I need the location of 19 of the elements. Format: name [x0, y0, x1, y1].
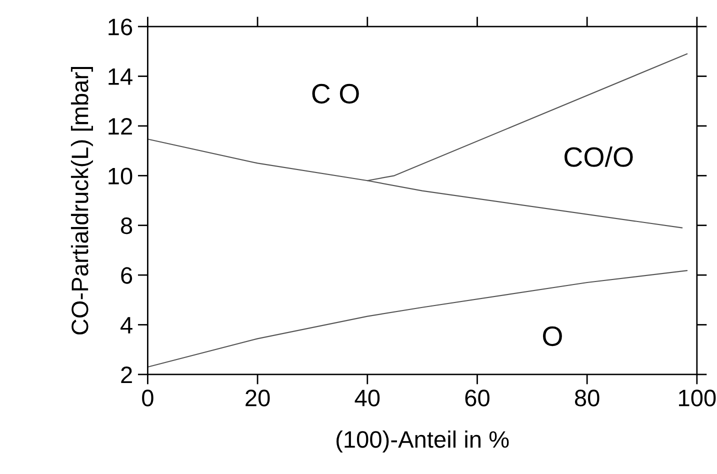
y-tick-label: 8 — [121, 217, 132, 234]
x-tick-label: 100 — [679, 390, 716, 406]
x-tick-label: 20 — [246, 390, 270, 406]
x-axis-title: (100)-Anteil in % — [336, 430, 509, 452]
y-tick-label: 4 — [120, 317, 132, 334]
y-axis-title: CO-Partialdruck(L) [mbar] — [70, 67, 93, 334]
y-tick-label: 2 — [121, 366, 132, 384]
y-tick-label: 12 — [108, 118, 132, 135]
x-tick-label: 40 — [354, 390, 380, 406]
y-tick-label: 14 — [108, 68, 132, 85]
x-tick-label: 0 — [142, 390, 154, 406]
y-tick-label: 10 — [108, 168, 132, 184]
annotation: O — [542, 326, 562, 346]
x-tick-label: 60 — [465, 390, 490, 406]
y-tick-label: 16 — [108, 18, 132, 36]
annotation: CO/O — [564, 146, 633, 167]
y-tick-label: 6 — [121, 267, 132, 284]
annotation: C O — [312, 84, 359, 104]
x-tick-label: 80 — [574, 390, 600, 406]
